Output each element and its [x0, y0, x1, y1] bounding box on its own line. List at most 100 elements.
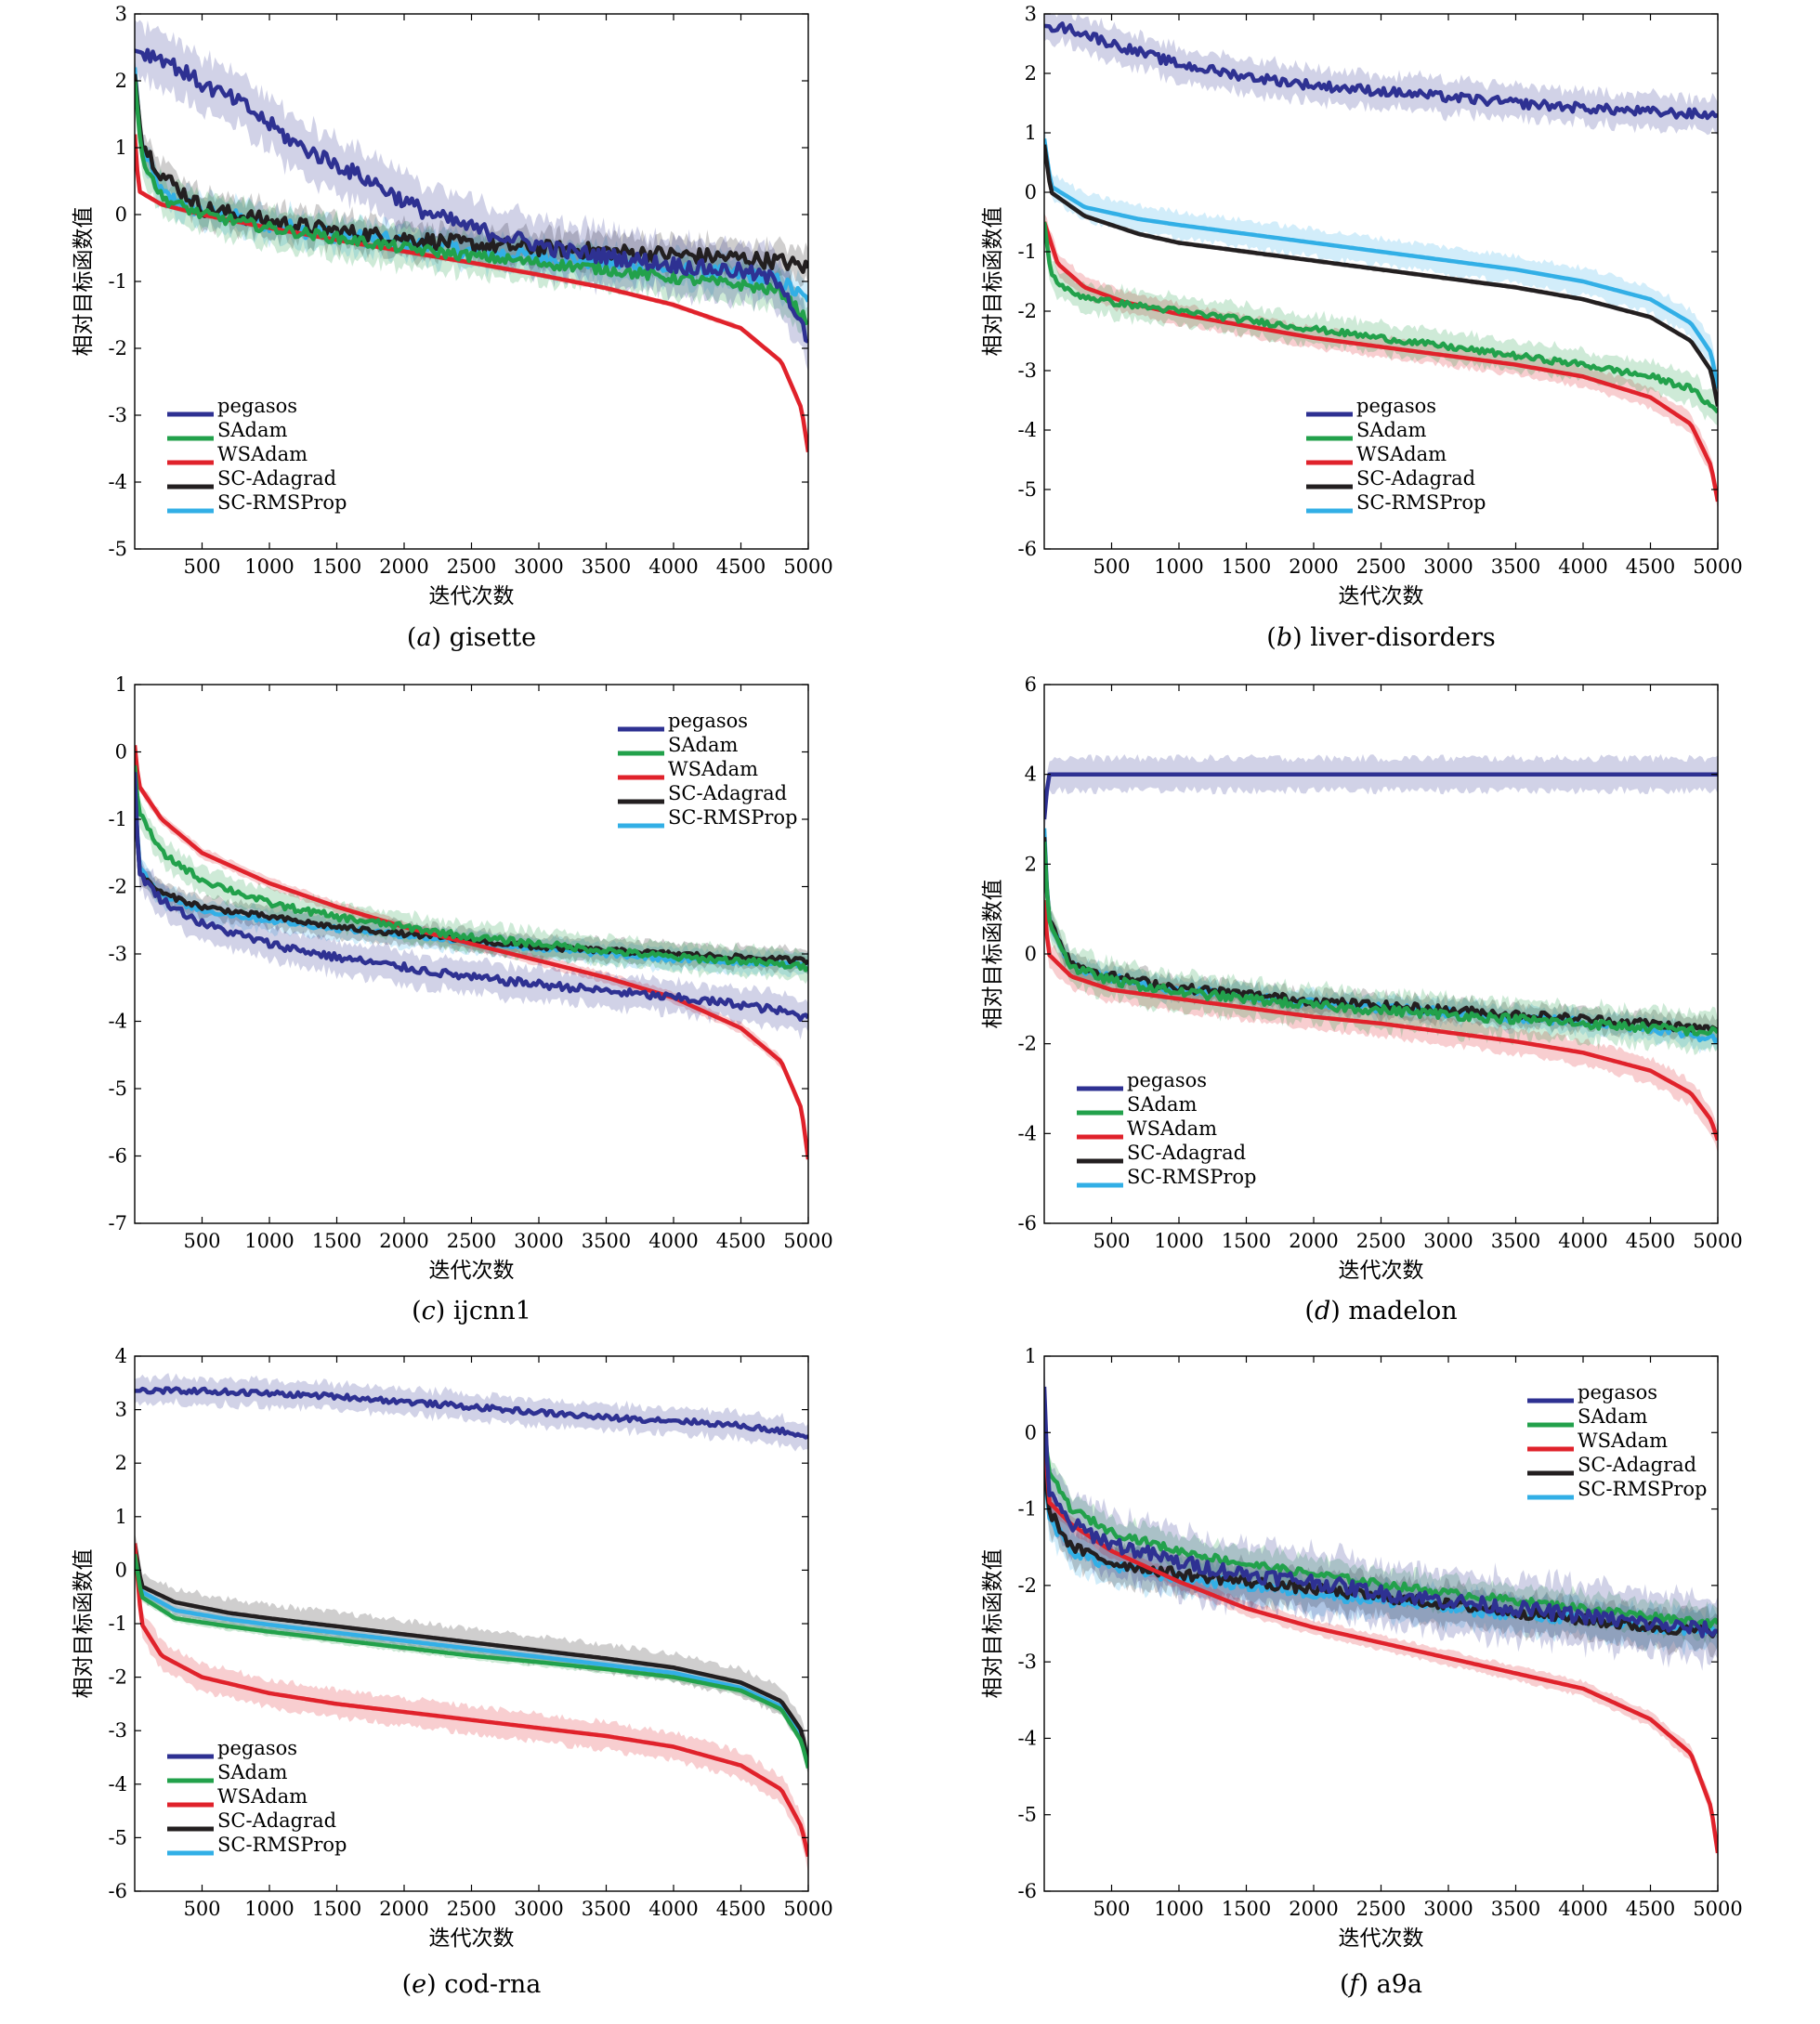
chart-panel-e: 500 1000 1500 2000 2500 3000 3500 4000 4500 5000 -…: [72, 1345, 833, 1999]
y-tick-label: 3: [1025, 3, 1037, 25]
legend-label-sc-adagrad: SC-Adagrad: [1356, 467, 1475, 490]
x-tick-label: 1500: [312, 555, 361, 578]
x-tick-label: 2000: [379, 1898, 428, 1920]
x-tick-label: 2000: [379, 555, 428, 578]
x-tick-label: 3000: [514, 555, 563, 578]
y-axis-label: 相对目标函数值: [981, 880, 1005, 1029]
y-tick-label: -6: [1018, 1880, 1037, 1902]
y-tick-label: -3: [109, 1719, 127, 1742]
y-tick-label: -6: [109, 1880, 127, 1902]
legend-label-sc-adagrad: SC-Adagrad: [668, 782, 787, 804]
plot-area: [1044, 753, 1718, 1154]
series-line-sc-rmsprop: [135, 1548, 808, 1758]
x-tick-label: 1000: [1154, 1230, 1203, 1252]
panel-caption: (e) cod-rna: [402, 1970, 542, 1999]
x-tick-label: 3500: [1491, 1230, 1540, 1252]
chart-panel-c: 500 1000 1500 2000 2500 3000 3500 4000 4500 5000 -…: [109, 673, 833, 1325]
band-pegasos: [135, 20, 808, 372]
y-tick-label: 4: [115, 1345, 127, 1367]
x-tick-label: 2000: [379, 1230, 428, 1252]
x-tick-label: 500: [1093, 1898, 1130, 1920]
series-line-sadam: [135, 1553, 808, 1769]
y-tick-label: -7: [109, 1212, 127, 1234]
y-tick-label: -2: [1018, 1033, 1037, 1055]
x-tick-label: 2500: [1356, 1230, 1406, 1252]
x-tick-label: 3500: [1491, 555, 1540, 578]
y-axis-label: 相对目标函数值: [72, 1549, 96, 1699]
x-tick-label: 3500: [582, 1230, 631, 1252]
x-tick-label: 5000: [1693, 1898, 1742, 1920]
series-line-wsadam: [135, 134, 808, 452]
series-line-sadam: [135, 80, 808, 326]
y-tick-label: -6: [1018, 1212, 1037, 1234]
y-tick-label: -4: [109, 471, 127, 493]
x-tick-label: 1500: [1222, 555, 1271, 578]
y-axis-label: 相对目标函数值: [72, 207, 96, 357]
x-tick-label: 3000: [1423, 1230, 1473, 1252]
legend-label-wsadam: WSAdam: [1356, 443, 1447, 465]
legend-label-sadam: SAdam: [217, 1761, 288, 1783]
y-tick-label: 0: [1025, 1421, 1037, 1443]
series-line-sadam: [1044, 221, 1718, 414]
plot-area: [1044, 14, 1718, 510]
y-tick-label: 6: [1025, 673, 1037, 696]
x-tick-label: 1000: [1154, 555, 1203, 578]
band-pegasos: [135, 756, 808, 1040]
x-tick-label: 4000: [1558, 555, 1607, 578]
series-line-sc-adagrad: [1044, 144, 1718, 407]
x-tick-label: 1500: [312, 1898, 361, 1920]
y-tick-label: -6: [1018, 538, 1037, 560]
x-tick-label: 1000: [244, 1898, 294, 1920]
legend-label-sc-adagrad: SC-Adagrad: [1578, 1454, 1696, 1476]
chart-panel-a: 500 1000 1500 2000 2500 3000 3500 4000 4500 5000 -…: [72, 3, 833, 652]
y-tick-label: 1: [115, 673, 127, 696]
legend-label-sc-rmsprop: SC-RMSProp: [1127, 1166, 1257, 1188]
legend-label-sc-rmsprop: SC-RMSProp: [1356, 491, 1486, 514]
x-tick-label: 1500: [1222, 1898, 1271, 1920]
x-tick-label: 3000: [1423, 1898, 1473, 1920]
legend-label-pegasos: pegasos: [1127, 1069, 1207, 1091]
x-tick-label: 2500: [1356, 1898, 1406, 1920]
legend-label-sc-adagrad: SC-Adagrad: [217, 467, 336, 490]
x-tick-label: 2000: [1289, 555, 1338, 578]
y-tick-label: -3: [109, 404, 127, 426]
band-sc-rmsprop: [1044, 124, 1718, 400]
band-sadam: [1044, 824, 1718, 1055]
series-line-sc-rmsprop: [1044, 138, 1718, 389]
y-tick-label: 2: [115, 70, 127, 92]
y-tick-label: 2: [1025, 853, 1037, 875]
x-tick-label: 4500: [716, 1230, 766, 1252]
plot-area: [135, 740, 808, 1165]
x-tick-label: 4000: [648, 555, 698, 578]
legend-label-pegasos: pegasos: [1356, 395, 1436, 417]
band-sc-rmsprop: [1044, 1434, 1718, 1656]
y-tick-label: -5: [1018, 478, 1037, 501]
x-tick-label: 4500: [1626, 555, 1675, 578]
x-tick-label: 500: [1093, 555, 1130, 578]
x-axis-label: 迭代次数: [1339, 1259, 1424, 1283]
series-line-sc-adagrad: [135, 1543, 808, 1764]
y-tick-label: -2: [109, 1666, 127, 1689]
x-tick-label: 2500: [1356, 555, 1406, 578]
legend-label-wsadam: WSAdam: [217, 443, 308, 465]
chart-panel-b: 500 1000 1500 2000 2500 3000 3500 4000 4500 5000 -…: [981, 3, 1743, 652]
legend-label-sc-adagrad: SC-Adagrad: [1127, 1142, 1246, 1164]
x-tick-label: 500: [183, 1230, 220, 1252]
legend-label-sc-rmsprop: SC-RMSProp: [668, 806, 798, 829]
x-tick-label: 4500: [716, 555, 766, 578]
panel-caption: (f) a9a: [1340, 1970, 1422, 1999]
x-tick-label: 5000: [783, 555, 832, 578]
x-axis-label: 迭代次数: [429, 1259, 515, 1283]
y-tick-label: -4: [1018, 419, 1037, 441]
y-tick-label: -1: [1018, 1498, 1037, 1521]
x-tick-label: 1000: [244, 555, 294, 578]
x-tick-label: 4500: [716, 1898, 766, 1920]
y-axis-label: 相对目标函数值: [981, 207, 1005, 357]
y-tick-label: 1: [115, 1506, 127, 1528]
legend-label-sadam: SAdam: [1356, 419, 1427, 441]
x-tick-label: 4000: [1558, 1230, 1607, 1252]
legend-label-wsadam: WSAdam: [1578, 1430, 1668, 1452]
legend-label-sc-rmsprop: SC-RMSProp: [217, 491, 347, 514]
x-tick-label: 2000: [1289, 1230, 1338, 1252]
